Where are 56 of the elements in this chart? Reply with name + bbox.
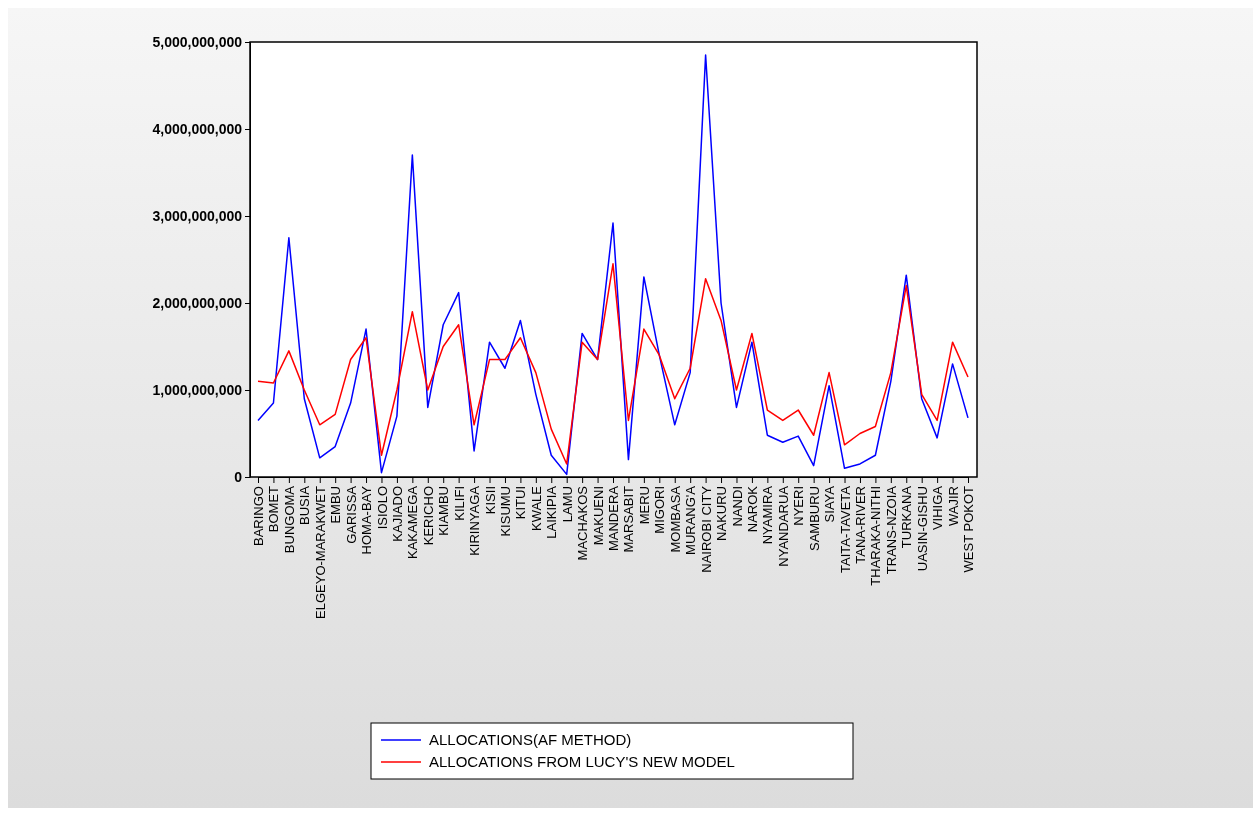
x-tick-label: KIRINYAGA [467, 485, 483, 556]
x-tick-label: MANDERA [606, 485, 622, 552]
y-tick-label: 3,000,000,000 [152, 207, 243, 224]
x-tick-label: EMBU [328, 486, 344, 524]
x-tick-label: HOMA-BAY [359, 485, 375, 555]
x-tick-label: THARAKA-NITHI [868, 486, 884, 586]
x-tick-label: KITUI [513, 486, 529, 520]
legend-label: ALLOCATIONS FROM LUCY'S NEW MODEL [429, 753, 735, 770]
y-tick-label: 1,000,000,000 [152, 381, 243, 398]
x-tick-label: NANDI [729, 486, 745, 527]
x-tick-label: NAROK [744, 485, 760, 533]
x-tick-label: BUSIA [297, 485, 313, 526]
x-tick-label: WAJIR [945, 486, 961, 526]
x-tick-label: TANA-RIVER [853, 486, 869, 564]
x-tick-label: BARINGO [251, 486, 267, 546]
x-tick-label: WEST POKOT [961, 485, 977, 573]
x-tick-label: KISUMU [498, 486, 514, 537]
x-tick-label: BOMET [266, 485, 282, 533]
x-tick-label: MURANG'A [683, 485, 699, 555]
x-tick-label: MERU [636, 486, 652, 525]
legend-label: ALLOCATIONS(AF METHOD) [429, 731, 632, 748]
x-tick-label: NYANDARUA [775, 485, 791, 567]
x-tick-label: ISIOLO [374, 486, 390, 530]
x-tick-label: KISII [482, 486, 498, 515]
x-tick-label: NYAMIRA [760, 485, 776, 545]
y-tick-label: 0 [234, 468, 243, 485]
x-tick-label: KAKAMEGA [405, 485, 421, 559]
x-tick-label: TRANS-NZOIA [883, 485, 899, 575]
x-tick-label: MOMBASA [667, 485, 683, 553]
x-tick-label: TURKANA [899, 485, 915, 549]
x-tick-label: NAKURU [714, 486, 730, 541]
x-tick-label: KERICHO [420, 486, 436, 546]
x-tick-label: SIAYA [822, 485, 838, 523]
line-series [257, 263, 969, 465]
x-tick-label: SAMBURU [806, 486, 822, 552]
x-tick-label: KAJIADO [389, 486, 405, 542]
x-tick-label: KIAMBU [436, 486, 452, 536]
x-tick-label: KWALE [528, 485, 544, 532]
y-tick-label: 2,000,000,000 [152, 294, 243, 311]
x-tick-label: LAIKIPIA [544, 485, 560, 539]
x-tick-label: TAITA-TAVETA [837, 485, 853, 573]
x-tick-label: LAMU [559, 486, 575, 523]
x-tick-label: UASIN-GISHU [914, 486, 930, 572]
x-tick-label: GARISSA [343, 485, 359, 544]
y-tick-label: 5,000,000,000 [152, 33, 243, 50]
x-tick-label: KILIFI [451, 486, 467, 521]
x-tick-label: NAIROBI CITY [698, 485, 714, 573]
x-tick-label: BUNGOMA [281, 485, 297, 554]
x-tick-label: NYERI [791, 486, 807, 526]
x-tick-label: VIHIGA [930, 485, 946, 531]
x-tick-label: MARSABIT [621, 485, 637, 553]
x-tick-label: ELGEYO-MARAKWET [312, 485, 328, 619]
y-tick-label: 4,000,000,000 [152, 120, 243, 137]
x-tick-label: MAKUENI [590, 486, 606, 546]
x-tick-label: MACHAKOS [575, 485, 591, 561]
x-tick-label: MIGORI [652, 486, 668, 534]
